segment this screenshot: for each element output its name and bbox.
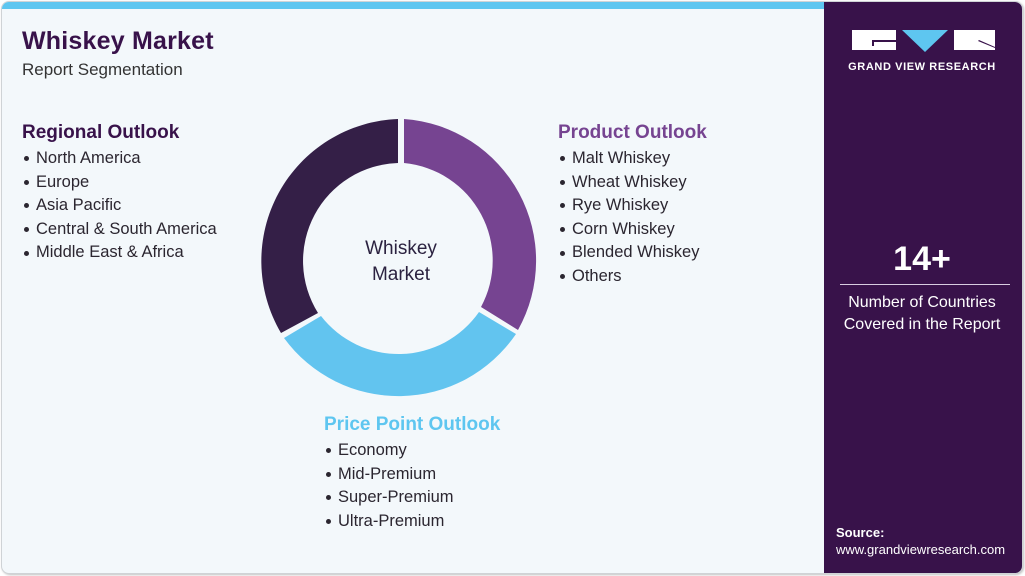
bullet-icon — [326, 448, 331, 454]
list-item: Asia Pacific — [22, 194, 217, 218]
list-item: Middle East & Africa — [22, 241, 217, 265]
bullet-icon — [560, 203, 565, 209]
bullet-icon — [326, 519, 331, 525]
product-outlook-title: Product Outlook — [558, 122, 707, 143]
bullet-icon — [24, 179, 29, 185]
list-item: Economy — [324, 439, 500, 463]
regional-outlook-list: North America Europe Asia Pacific Centra… — [22, 147, 217, 265]
list-item: Corn Whiskey — [558, 218, 707, 242]
bullet-icon — [560, 179, 565, 185]
price-point-outlook-section: Price Point Outlook Economy Mid-Premium … — [324, 414, 500, 533]
donut-segment-product — [404, 119, 537, 330]
list-item: Mid-Premium — [324, 463, 500, 487]
list-item: Super-Premium — [324, 486, 500, 510]
bullet-icon — [560, 156, 565, 162]
price-point-outlook-title: Price Point Outlook — [324, 414, 501, 435]
list-item: Ultra-Premium — [324, 510, 500, 534]
list-item: Wheat Whiskey — [558, 171, 707, 195]
bullet-icon — [24, 250, 29, 256]
bullet-icon — [560, 227, 565, 233]
regional-outlook-title: Regional Outlook — [22, 122, 180, 143]
stat-divider — [840, 284, 1010, 285]
list-item: Rye Whiskey — [558, 194, 707, 218]
donut-segment-price-point — [284, 312, 516, 397]
product-outlook-list: Malt Whiskey Wheat Whiskey Rye Whiskey C… — [558, 147, 707, 289]
bullet-icon — [326, 471, 331, 477]
list-item: North America — [22, 147, 217, 171]
bullet-icon — [24, 203, 29, 209]
brand-sidebar — [824, 2, 1022, 573]
bullet-icon — [24, 156, 29, 162]
source-label: Source: — [836, 525, 885, 540]
countries-count: 14+ — [893, 240, 951, 278]
price-point-outlook-list: Economy Mid-Premium Super-Premium Ultra-… — [324, 439, 500, 533]
page-subtitle: Report Segmentation — [22, 60, 183, 79]
gvr-logo-icon — [852, 30, 995, 52]
list-item: Blended Whiskey — [558, 241, 707, 265]
page-title: Whiskey Market — [22, 27, 214, 55]
source-url-link[interactable]: www.grandviewresearch.com — [836, 542, 1006, 557]
donut-center-label: Whiskey Market — [365, 238, 437, 285]
list-item: Others — [558, 265, 707, 289]
bullet-icon — [560, 274, 565, 280]
list-item: Malt Whiskey — [558, 147, 707, 171]
list-item: Central & South America — [22, 218, 217, 242]
accent-top-bar — [2, 2, 824, 9]
list-item: Europe — [22, 171, 217, 195]
countries-label: Number of Countries Covered in the Repor… — [843, 294, 1001, 333]
segmentation-donut-chart — [261, 119, 537, 397]
bullet-icon — [24, 227, 29, 233]
brand-name: GRAND VIEW RESEARCH — [848, 61, 996, 73]
bullet-icon — [560, 250, 565, 256]
regional-outlook-section: Regional Outlook North America Europe As… — [22, 122, 217, 265]
donut-segment-regional — [261, 119, 398, 333]
product-outlook-section: Product Outlook Malt Whiskey Wheat Whisk… — [558, 122, 707, 289]
bullet-icon — [326, 495, 331, 501]
